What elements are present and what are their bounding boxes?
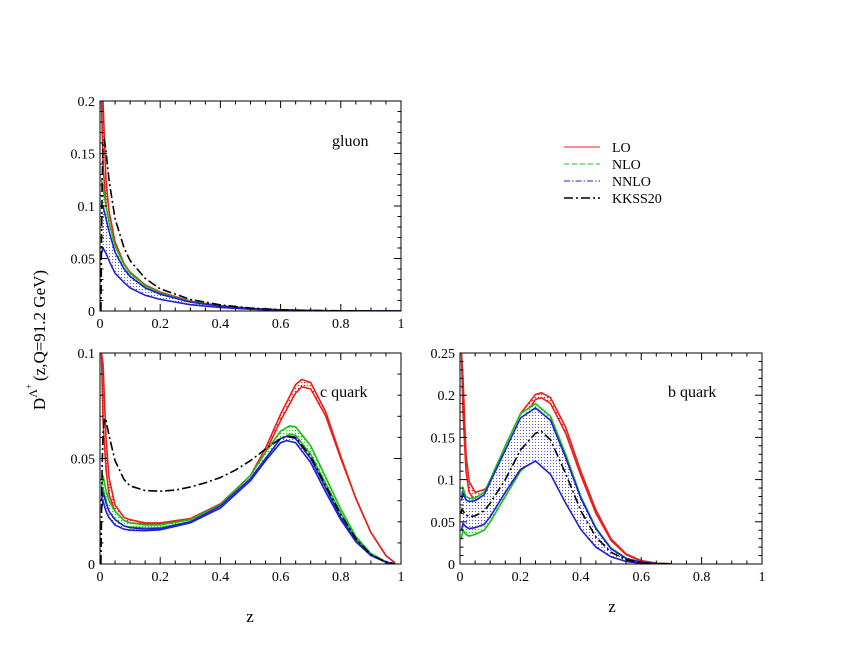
legend-label-kkss20: KKSS20 xyxy=(612,192,662,207)
b-quark-xtick-label: 0.4 xyxy=(572,570,590,585)
b-quark-ytick-label: 0.1 xyxy=(438,474,456,489)
gluon-plot-area xyxy=(100,101,401,311)
gluon-ytick-label: 0.05 xyxy=(71,253,96,268)
c-quark-band-nnlo xyxy=(101,436,395,564)
y-label-sup: Λ xyxy=(26,389,40,398)
gluon-xtick-label: 1 xyxy=(398,317,405,332)
b-quark-xtick-label: 0 xyxy=(457,570,464,585)
gluon-xtick-label: 0.8 xyxy=(332,317,350,332)
gluon-xtick-label: 0.2 xyxy=(151,317,169,332)
c-quark-xtick-label: 0.6 xyxy=(272,570,290,585)
x-axis-label-b-quark: z xyxy=(608,597,616,616)
c-quark-xtick-label: 1 xyxy=(398,570,405,585)
gluon-ytick-label: 0 xyxy=(88,305,95,320)
b-quark-lo-lower-edge xyxy=(460,353,672,564)
c-quark-nnlo-lower-edge xyxy=(100,439,396,564)
c-quark-xtick-label: 0.4 xyxy=(212,570,230,585)
c-quark-band-nlo xyxy=(101,425,395,564)
c-quark-xtick-label: 0.2 xyxy=(151,570,169,585)
b-quark-nnlo-upper-edge xyxy=(460,406,672,564)
gluon-xtick-label: 0.4 xyxy=(212,317,230,332)
b-quark-ytick-label: 0.05 xyxy=(431,516,456,531)
c-quark-nlo-lower-edge xyxy=(100,433,396,564)
gluon-ytick-label: 0.1 xyxy=(78,200,96,215)
b-quark-band-nnlo xyxy=(461,407,672,564)
y-label-rest: (z,Q=91.2 GeV) xyxy=(30,270,49,381)
gluon-xtick-label: 0 xyxy=(97,317,104,332)
panel-b-quark: 0 0.2 0.4 0.6 0.8 1 0 0.05 0.1 0.15 0.2 0.25 b quark xyxy=(431,347,766,585)
c-quark-line-kkss20 xyxy=(100,416,396,564)
x-axis-label-c-quark: z xyxy=(246,607,254,626)
c-quark-nlo-upper-edge xyxy=(100,424,396,564)
c-quark-ytick-label: 0.1 xyxy=(78,347,96,362)
legend-label-nnlo: NNLO xyxy=(612,175,651,190)
b-quark-title: b quark xyxy=(668,384,716,401)
b-quark-xtick-label: 0.6 xyxy=(632,570,650,585)
legend-label-nlo: NLO xyxy=(612,158,641,173)
c-quark-xtick-label: 0 xyxy=(97,570,104,585)
gluon-nnlo-lower-edge xyxy=(100,245,401,311)
gluon-ytick-label: 0.2 xyxy=(78,95,96,110)
panel-gluon: 0 0.2 0.4 0.6 0.8 1 0 0.05 0.1 0.15 0.2 gluon xyxy=(71,95,405,332)
c-quark-ytick-label: 0.05 xyxy=(71,453,96,468)
b-quark-xtick-label: 0.8 xyxy=(693,570,711,585)
c-quark-plot-area xyxy=(100,353,396,564)
y-label-supsup: + xyxy=(24,384,34,389)
legend-label-lo: LO xyxy=(612,141,631,156)
gluon-ytick-label: 0.15 xyxy=(71,148,96,163)
gluon-line-kkss20 xyxy=(100,137,401,311)
c-quark-xtick-label: 0.8 xyxy=(332,570,350,585)
b-quark-plot-area xyxy=(460,353,672,564)
panel-c-quark: 0 0.2 0.4 0.6 0.8 1 0 0.05 0.1 c quark xyxy=(71,347,405,585)
b-quark-xtick-label: 1 xyxy=(759,570,766,585)
legend: LO NLO NNLO KKSS20 xyxy=(564,141,662,207)
b-quark-ytick-label: 0.25 xyxy=(431,347,456,362)
y-axis-label: DΛ+ (z,Q=91.2 GeV) xyxy=(24,270,49,410)
b-quark-ytick-label: 0 xyxy=(448,558,455,573)
b-quark-xtick-label: 0.2 xyxy=(512,570,530,585)
b-quark-ytick-label: 0.2 xyxy=(438,389,456,404)
gluon-title: gluon xyxy=(332,133,368,150)
c-quark-nnlo-upper-edge xyxy=(100,435,396,564)
y-label-main: D xyxy=(30,398,49,410)
c-quark-title: c quark xyxy=(320,384,368,401)
c-quark-ytick-label: 0 xyxy=(88,558,95,573)
b-quark-line-kkss20 xyxy=(460,430,672,564)
gluon-xtick-label: 0.6 xyxy=(272,317,290,332)
b-quark-ytick-label: 0.15 xyxy=(431,431,456,446)
